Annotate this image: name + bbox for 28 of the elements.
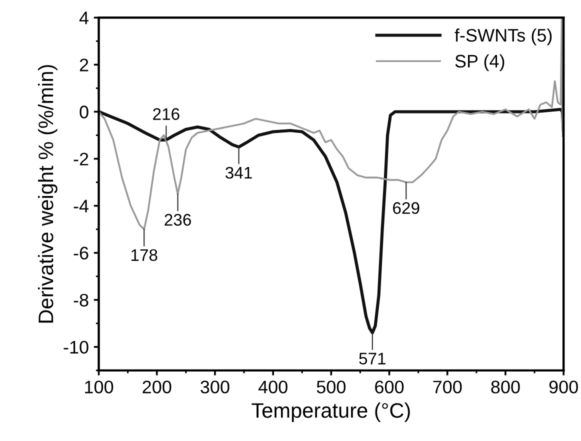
x-tick-label: 900	[549, 380, 578, 394]
y-tick-label: -4	[74, 200, 89, 212]
legend-label: SP (4)	[455, 54, 504, 72]
x-axis-title: Temperature (°C)	[252, 402, 410, 422]
y-tick-label: 0	[80, 106, 88, 118]
x-tick-label: 600	[375, 380, 404, 394]
x-tick-label: 300	[200, 380, 230, 394]
y-tick-label: -6	[74, 246, 88, 260]
x-tick-label: 500	[316, 380, 346, 394]
annotation: 236	[164, 214, 191, 226]
annotation: 178	[131, 249, 158, 262]
x-tick-label: 800	[491, 380, 520, 394]
x-tick-label: 700	[433, 380, 462, 394]
annotation: 571	[359, 352, 386, 364]
y-tick-label: -2	[74, 152, 88, 166]
x-tick-label: 400	[258, 380, 288, 394]
x-tick-label: 100	[85, 380, 114, 394]
y-tick-label: -8	[74, 294, 88, 307]
line-series	[98, 108, 564, 334]
annotation: 341	[226, 166, 252, 179]
annotation: 216	[153, 108, 180, 120]
y-tick-label: -10	[64, 340, 88, 354]
y-tick-label: 2	[80, 58, 88, 72]
legend-label: f-SWNTs (5)	[454, 28, 552, 46]
x-tick-label: 200	[142, 380, 172, 394]
y-tick-label: 4	[79, 12, 89, 24]
annotation: 629	[393, 202, 420, 214]
y-axis-title: Derivative weight % (%/min)	[38, 65, 58, 323]
